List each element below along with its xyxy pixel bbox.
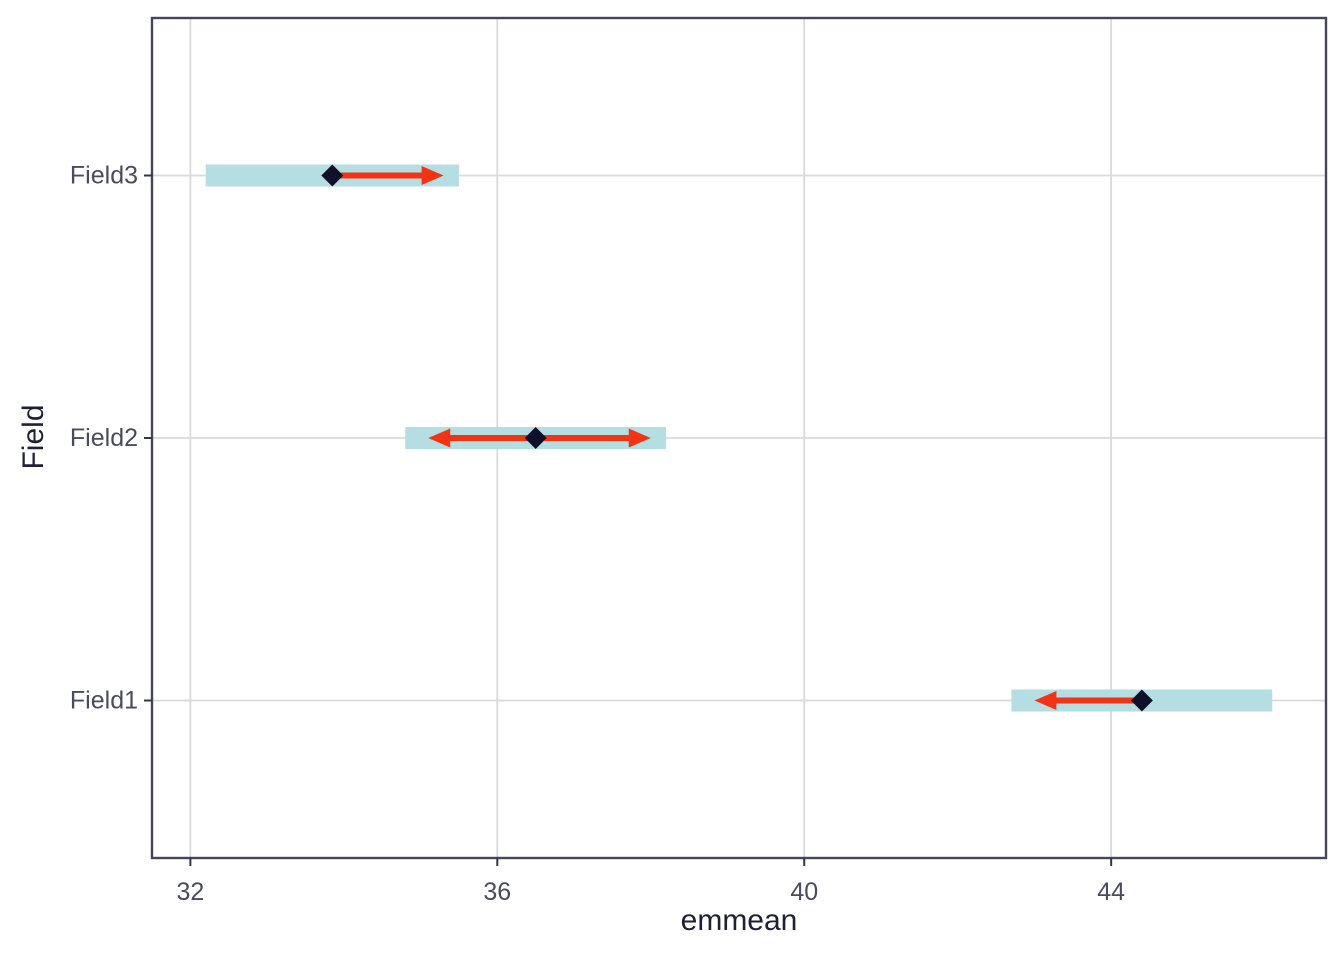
y-axis-title: Field — [17, 404, 50, 470]
y-tick-label-Field3: Field3 — [70, 162, 138, 190]
x-tick-label-36: 36 — [483, 878, 511, 906]
comparison-arrowhead-Field2-right — [628, 428, 651, 448]
x-tick-label-32: 32 — [176, 878, 204, 906]
x-tick-label-44: 44 — [1097, 878, 1125, 906]
comparison-arrowhead-Field3-right — [421, 166, 444, 185]
y-tick-label-Field1: Field1 — [70, 687, 138, 715]
emmean-point-Field1 — [1130, 689, 1153, 712]
x-axis-title: emmean — [680, 904, 798, 937]
emmean-point-Field2 — [524, 427, 547, 449]
y-tick-label-Field2: Field2 — [70, 424, 138, 452]
comparison-arrowhead-Field2-left — [428, 428, 451, 448]
x-tick-label-40: 40 — [790, 878, 818, 906]
comparison-arrowhead-Field1-left — [1034, 691, 1057, 710]
emmean-point-Field3 — [321, 164, 344, 187]
